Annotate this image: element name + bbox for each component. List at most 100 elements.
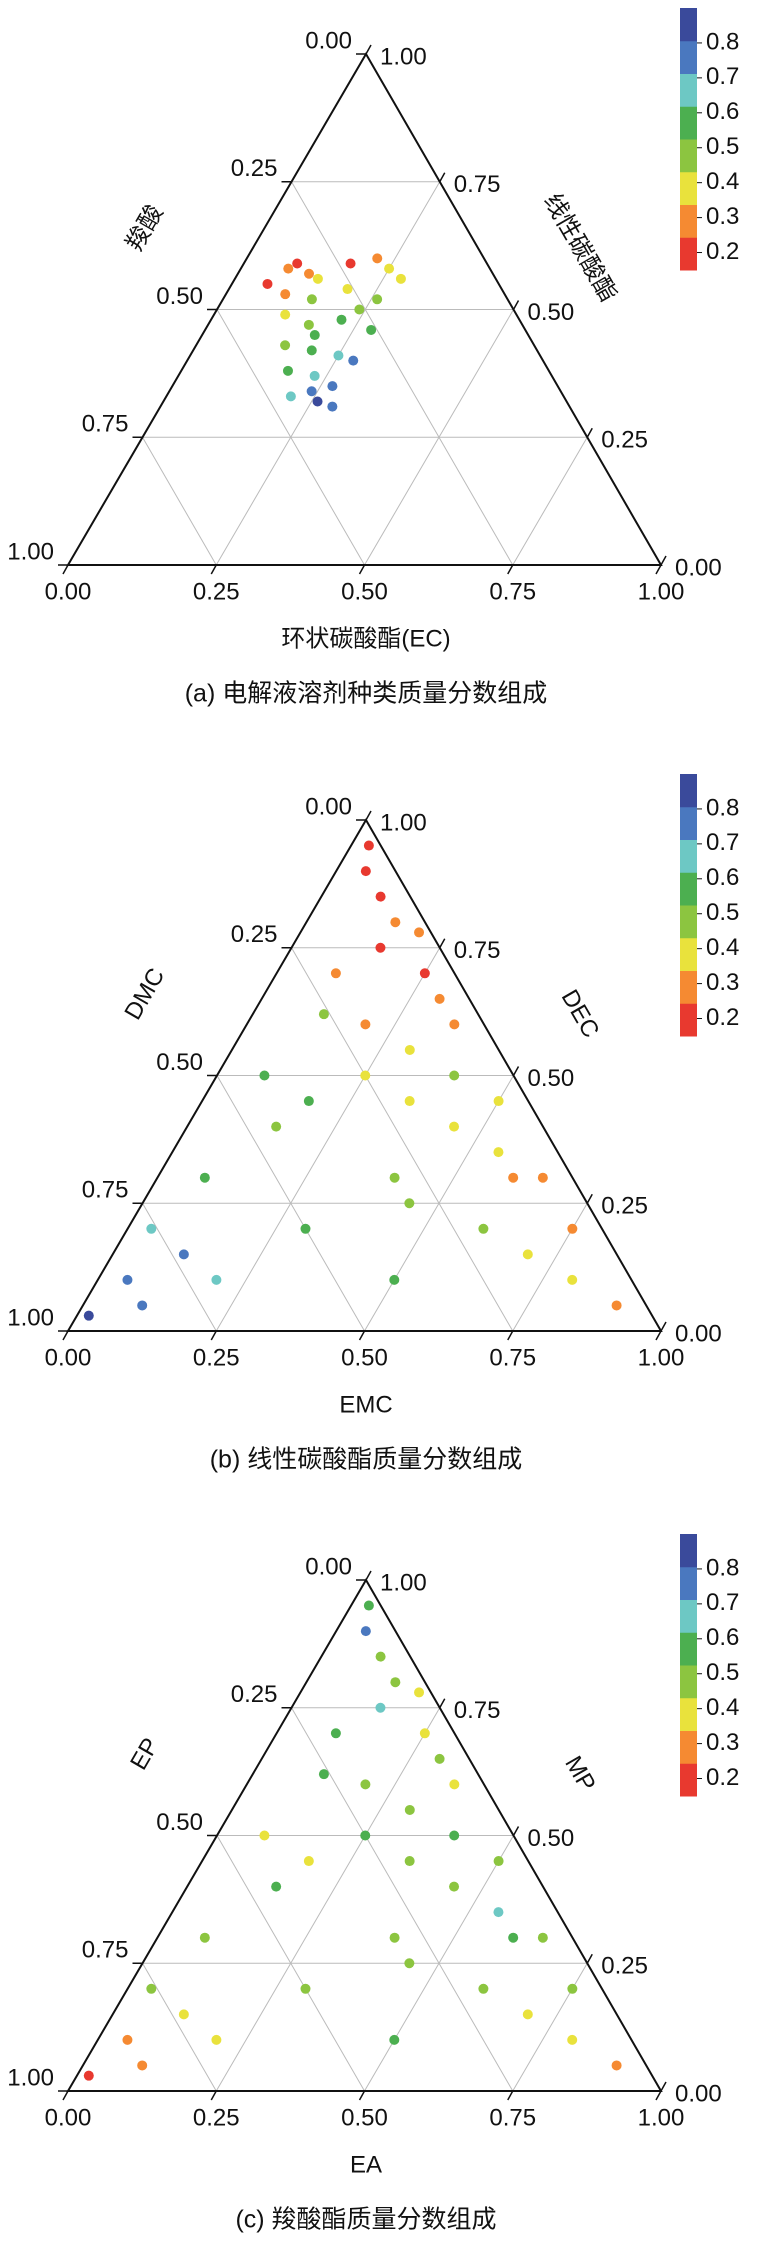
right-axis-label: DEC	[556, 985, 605, 1042]
right-tick-label: 0.25	[601, 1193, 648, 1220]
point	[404, 1804, 415, 1815]
bottom-axis-label: 环状碳酸酯(EC)	[281, 625, 450, 652]
grid-line	[215, 1707, 441, 2092]
left-tick-label: 0.50	[156, 1809, 203, 1836]
right-tick-label: 0.00	[675, 2080, 722, 2107]
tick-mark	[62, 1330, 69, 1341]
right-tick-label: 1.00	[380, 1569, 427, 1596]
point	[271, 1121, 282, 1132]
point	[375, 891, 386, 902]
tick-mark	[358, 564, 366, 575]
point	[404, 1096, 415, 1107]
point	[318, 1769, 329, 1780]
bottom-tick-label: 0.75	[489, 1344, 536, 1371]
point	[404, 1044, 415, 1055]
tick-mark	[512, 300, 520, 310]
colorbar-tick-label: 0.2	[706, 1004, 739, 1031]
point	[372, 253, 383, 264]
colorbar-tick-label: 0.7	[706, 1589, 739, 1616]
left-tick-label: 0.50	[156, 283, 203, 310]
point	[285, 391, 296, 402]
point	[360, 1019, 371, 1030]
point	[478, 1983, 489, 1994]
point	[280, 289, 291, 300]
bottom-tick-label: 0.25	[193, 578, 240, 605]
left-tick-label: 0.75	[82, 1937, 129, 1964]
colorbar-band	[680, 40, 697, 74]
point	[478, 1223, 489, 1234]
grid-line	[216, 309, 365, 566]
colorbar-tick-label: 0.8	[706, 794, 739, 821]
grid-line	[512, 436, 588, 566]
point	[306, 294, 317, 305]
tick-mark	[439, 1698, 446, 1709]
tick-mark	[358, 1330, 366, 1341]
bottom-tick-label: 0.50	[341, 1344, 388, 1371]
point	[199, 1932, 210, 1943]
point	[434, 1753, 445, 1764]
point	[522, 2009, 533, 2020]
colorbar-tick-label: 0.3	[706, 1729, 739, 1756]
colorbar-tick-label: 0.7	[706, 63, 739, 90]
left-tick-label: 0.75	[82, 1177, 129, 1204]
point	[83, 1310, 94, 1321]
tick-mark	[512, 1826, 520, 1836]
grid-line	[364, 1075, 514, 1332]
tick-mark	[62, 2090, 69, 2101]
colorbar-band	[680, 1003, 697, 1037]
caption: (c) 羧酸酯质量分数组成	[235, 2206, 496, 2234]
right-tick-label: 0.00	[675, 1320, 722, 1347]
point	[390, 917, 401, 928]
right-axis-label: 线性碳酸酯	[538, 189, 621, 306]
right-axis-label: MP	[559, 1751, 600, 1796]
point	[360, 866, 371, 877]
point	[414, 927, 425, 938]
point	[404, 1958, 415, 1969]
grid-line	[512, 1202, 588, 1332]
tick-mark	[660, 2081, 667, 2092]
point	[390, 1677, 401, 1688]
point	[419, 1728, 430, 1739]
bottom-tick-label: 1.00	[638, 578, 685, 605]
colorbar-tick-label: 0.3	[706, 969, 739, 996]
colorbar-band	[680, 872, 697, 906]
colorbar-band	[680, 905, 697, 939]
point	[375, 942, 386, 953]
colorbar-band	[680, 970, 697, 1004]
tick-mark	[507, 1330, 514, 1341]
point	[567, 1274, 578, 1285]
colorbar-band	[680, 204, 697, 238]
point	[259, 1830, 270, 1841]
tick-mark	[655, 2090, 662, 2101]
left-tick-label: 0.25	[231, 921, 278, 948]
right-tick-label: 1.00	[380, 809, 427, 836]
point	[259, 1070, 270, 1081]
point	[493, 1907, 504, 1918]
bottom-axis-label: EMC	[339, 1391, 392, 1418]
left-tick-label: 0.00	[305, 793, 352, 820]
colorbar-band	[680, 1566, 697, 1600]
point	[389, 1932, 400, 1943]
point	[537, 1172, 548, 1183]
point	[312, 273, 323, 284]
left-tick-label: 1.00	[7, 2064, 54, 2091]
point	[384, 263, 395, 274]
bottom-tick-label: 0.00	[45, 2104, 92, 2131]
point	[327, 381, 338, 392]
point	[280, 309, 291, 320]
right-tick-label: 0.50	[528, 299, 575, 326]
colorbar-tick-label: 0.2	[706, 1764, 739, 1791]
point	[348, 355, 359, 366]
point	[611, 1300, 622, 1311]
grid-line	[142, 1203, 217, 1332]
point	[360, 1830, 371, 1841]
grid-line	[291, 181, 514, 566]
left-axis-label: 羧酸	[121, 201, 168, 256]
tick-mark	[210, 1330, 217, 1341]
colorbar-tick-label: 0.8	[706, 28, 739, 55]
colorbar-band	[680, 1763, 697, 1797]
point	[522, 1249, 533, 1260]
grid-line	[364, 1835, 514, 2092]
point	[404, 1856, 415, 1867]
